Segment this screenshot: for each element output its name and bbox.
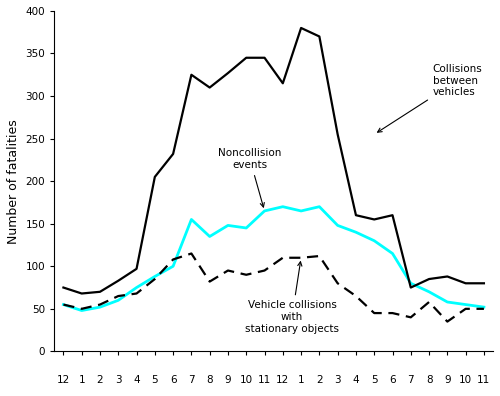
Text: 11: 11 — [258, 375, 271, 385]
Text: 12: 12 — [57, 375, 70, 385]
Text: 8: 8 — [426, 375, 432, 385]
Text: 9: 9 — [444, 375, 450, 385]
Text: 6: 6 — [170, 375, 176, 385]
Text: 8: 8 — [206, 375, 213, 385]
Text: 6: 6 — [389, 375, 396, 385]
Text: 11: 11 — [478, 375, 490, 385]
Text: 1: 1 — [298, 375, 304, 385]
Text: 9: 9 — [224, 375, 232, 385]
Text: 7: 7 — [408, 375, 414, 385]
Text: Collisions
between
vehicles: Collisions between vehicles — [378, 64, 482, 132]
Text: 3: 3 — [334, 375, 341, 385]
Text: Noncollision
events: Noncollision events — [218, 148, 282, 207]
Text: 5: 5 — [371, 375, 378, 385]
Text: 10: 10 — [240, 375, 253, 385]
Text: 4: 4 — [133, 375, 140, 385]
Text: 7: 7 — [188, 375, 194, 385]
Text: 5: 5 — [152, 375, 158, 385]
Text: 2: 2 — [96, 375, 103, 385]
Y-axis label: Number of fatalities: Number of fatalities — [7, 119, 20, 244]
Text: 12: 12 — [276, 375, 289, 385]
Text: 2: 2 — [316, 375, 322, 385]
Text: 10: 10 — [459, 375, 472, 385]
Text: Vehicle collisions
with
stationary objects: Vehicle collisions with stationary objec… — [245, 262, 339, 333]
Text: 1: 1 — [78, 375, 85, 385]
Text: 3: 3 — [115, 375, 121, 385]
Text: 4: 4 — [352, 375, 359, 385]
